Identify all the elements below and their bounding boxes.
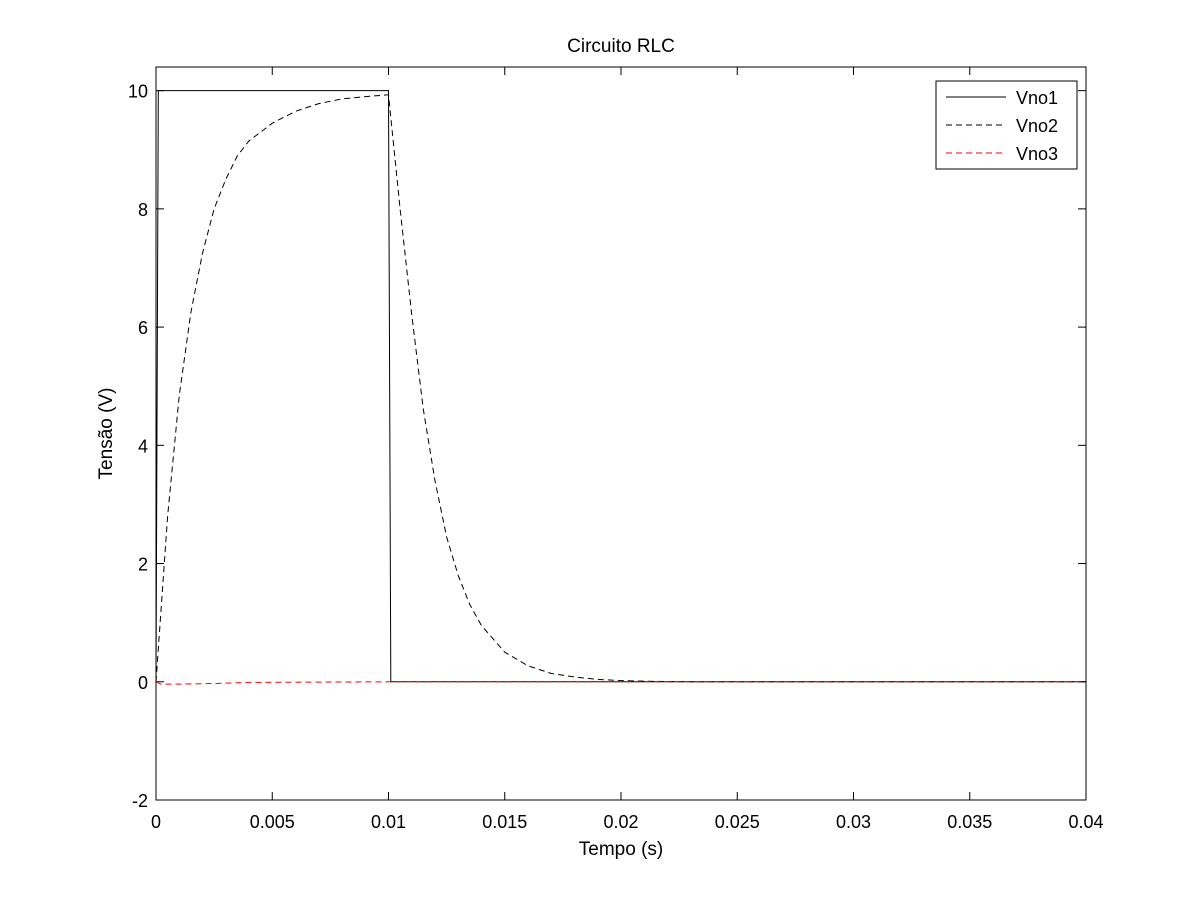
y-tick-label: -2 [132,791,148,811]
legend: Vno1 Vno2 Vno3 [935,80,1078,170]
x-tick-label: 0.035 [947,812,992,832]
x-tick-label: 0.04 [1068,812,1103,832]
y-tick-label: 4 [138,436,148,456]
y-tick-label: 2 [138,555,148,575]
x-tick-label: 0.03 [836,812,871,832]
x-tick-label: 0.025 [715,812,760,832]
y-tick-label: 6 [138,318,148,338]
x-tick-label: 0.02 [603,812,638,832]
x-axis-title: Tempo (s) [579,839,663,860]
legend-label: Vno1 [1016,88,1058,108]
plot-frame [155,66,1087,801]
x-tick-label: 0 [151,812,161,832]
plot-series [155,90,1086,685]
y-tick-label: 10 [128,82,148,102]
x-tick-label: 0.015 [482,812,527,832]
legend-label: Vno3 [1016,144,1058,164]
x-tick-label: 0.005 [250,812,295,832]
series-line-vno2 [155,94,1086,683]
axis-tick-labels: 0 0.005 0.01 0.015 0.02 0.025 0.03 0.035 0.04-20… [128,82,1104,832]
y-tick-label: 0 [138,673,148,693]
y-axis-title: Tensão (V) [96,388,117,480]
legend-label: Vno2 [1016,116,1058,136]
y-tick-label: 8 [138,200,148,220]
chart-title: Circuito RLC [567,36,675,57]
x-tick-label: 0.01 [371,812,406,832]
series-line-vno1 [155,90,1086,683]
